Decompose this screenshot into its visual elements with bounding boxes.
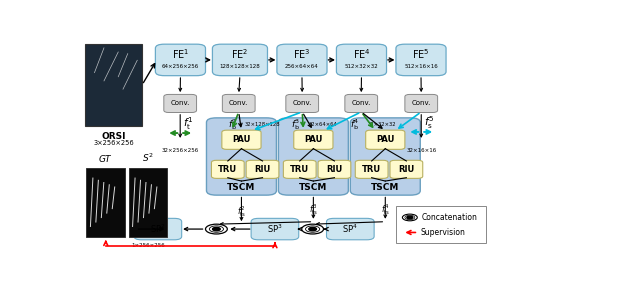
FancyBboxPatch shape (345, 95, 378, 113)
Text: 32×32×32: 32×32×32 (367, 122, 396, 127)
Text: $f_{\rm ts}^3$: $f_{\rm ts}^3$ (308, 202, 318, 217)
FancyBboxPatch shape (212, 44, 268, 76)
FancyBboxPatch shape (86, 168, 125, 237)
Text: Conv.: Conv. (351, 100, 371, 106)
FancyBboxPatch shape (156, 44, 205, 76)
Text: $f_{\rm s}^5$: $f_{\rm s}^5$ (424, 114, 434, 131)
Text: PAU: PAU (232, 135, 251, 144)
Text: PAU: PAU (304, 135, 323, 144)
Text: Supervision: Supervision (420, 228, 466, 237)
FancyBboxPatch shape (222, 130, 261, 149)
Text: FE$^5$: FE$^5$ (412, 48, 430, 61)
Text: FE$^3$: FE$^3$ (293, 48, 311, 61)
Circle shape (212, 227, 220, 231)
Text: Conv.: Conv. (229, 100, 248, 106)
Text: SP$^4$: SP$^4$ (342, 223, 358, 235)
FancyBboxPatch shape (318, 160, 351, 178)
Text: Conv.: Conv. (292, 100, 312, 106)
Text: TSCM: TSCM (299, 183, 328, 192)
Text: 3×256×256: 3×256×256 (93, 140, 134, 146)
Text: $GT$: $GT$ (99, 153, 113, 164)
Text: TRU: TRU (290, 165, 309, 174)
Circle shape (403, 214, 417, 221)
FancyBboxPatch shape (396, 206, 486, 243)
Text: PAU: PAU (376, 135, 394, 144)
FancyBboxPatch shape (134, 218, 182, 240)
FancyBboxPatch shape (337, 44, 387, 76)
FancyBboxPatch shape (222, 95, 255, 113)
Circle shape (407, 216, 413, 219)
Text: $f_{\rm ts}^2$: $f_{\rm ts}^2$ (237, 204, 246, 219)
FancyBboxPatch shape (284, 160, 316, 178)
Text: TSCM: TSCM (227, 183, 255, 192)
Text: $f_{\rm ts}^4$: $f_{\rm ts}^4$ (381, 202, 390, 217)
Text: 256×64×64: 256×64×64 (285, 64, 319, 69)
FancyBboxPatch shape (396, 44, 446, 76)
Text: FE$^2$: FE$^2$ (231, 48, 249, 61)
Text: $f_{\rm t}^1$: $f_{\rm t}^1$ (182, 115, 193, 132)
Text: $f_{\rm b}^2$: $f_{\rm b}^2$ (228, 117, 237, 132)
FancyBboxPatch shape (278, 118, 348, 195)
Text: FE$^4$: FE$^4$ (353, 48, 371, 61)
Text: 32×256×256: 32×256×256 (161, 148, 199, 153)
Text: Conv.: Conv. (412, 100, 431, 106)
Text: RIU: RIU (255, 165, 271, 174)
Text: $f_{\rm b}^3$: $f_{\rm b}^3$ (291, 117, 301, 132)
Text: 128×128×128: 128×128×128 (220, 64, 260, 69)
FancyBboxPatch shape (390, 160, 423, 178)
Text: 512×32×32: 512×32×32 (344, 64, 378, 69)
Text: 1×256×256: 1×256×256 (131, 243, 165, 248)
FancyBboxPatch shape (129, 168, 167, 237)
FancyBboxPatch shape (211, 160, 244, 178)
Text: 512×16×16: 512×16×16 (404, 64, 438, 69)
FancyBboxPatch shape (286, 95, 319, 113)
Circle shape (205, 224, 227, 234)
FancyBboxPatch shape (326, 218, 374, 240)
FancyBboxPatch shape (246, 160, 279, 178)
Text: ORSI: ORSI (101, 132, 125, 141)
FancyBboxPatch shape (355, 160, 388, 178)
FancyBboxPatch shape (294, 130, 333, 149)
Circle shape (301, 224, 324, 234)
FancyBboxPatch shape (85, 44, 142, 126)
Text: Conv.: Conv. (170, 100, 190, 106)
FancyBboxPatch shape (277, 44, 327, 76)
FancyBboxPatch shape (350, 118, 420, 195)
Text: 32×16×16: 32×16×16 (406, 148, 436, 153)
Text: $f_{\rm b}^4$: $f_{\rm b}^4$ (350, 117, 360, 132)
Text: Concatenation: Concatenation (421, 213, 477, 222)
Circle shape (309, 227, 316, 231)
FancyBboxPatch shape (164, 95, 196, 113)
FancyBboxPatch shape (251, 218, 299, 240)
FancyBboxPatch shape (207, 118, 276, 195)
Text: TSCM: TSCM (371, 183, 399, 192)
Text: TRU: TRU (218, 165, 237, 174)
Text: SP$^2$: SP$^2$ (150, 223, 166, 235)
FancyBboxPatch shape (365, 130, 405, 149)
Text: 64×256×256: 64×256×256 (162, 64, 199, 69)
Text: RIU: RIU (398, 165, 415, 174)
Text: 32×128×128: 32×128×128 (244, 122, 280, 127)
FancyBboxPatch shape (405, 95, 438, 113)
Text: SP$^3$: SP$^3$ (267, 223, 283, 235)
Text: RIU: RIU (326, 165, 342, 174)
Text: FE$^1$: FE$^1$ (172, 48, 189, 61)
Text: TRU: TRU (362, 165, 381, 174)
Text: $S^2$: $S^2$ (142, 152, 154, 164)
Text: 32×64×64: 32×64×64 (308, 122, 337, 127)
